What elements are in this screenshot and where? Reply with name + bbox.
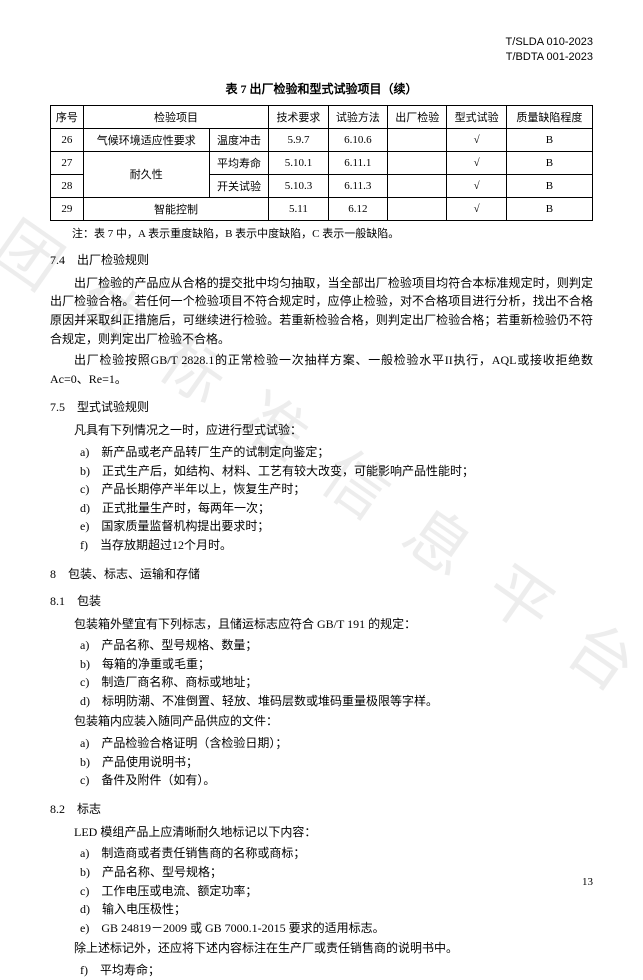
page-number: 13 (582, 876, 593, 888)
list-7-5: a) 新产品或老产品转厂生产的试制定向鉴定； b) 正式生产后，如结构、材料、工… (80, 443, 593, 555)
list-item: a) 新产品或老产品转厂生产的试制定向鉴定； (80, 443, 593, 462)
p-8-1-intro2: 包装箱内应装入随同产品供应的文件： (50, 712, 593, 731)
list-8-2: a) 制造商或者责任销售商的名称或商标； b) 产品名称、型号规格； c) 工作… (80, 844, 593, 937)
table-note: 注：表 7 中，A 表示重度缺陷，B 表示中度缺陷，C 表示一般缺陷。 (50, 225, 593, 241)
list-item: b) 正式生产后，如结构、材料、工艺有较大改变，可能影响产品性能时； (80, 462, 593, 481)
th-defect: 质量缺陷程度 (506, 105, 592, 128)
table-row: 29 智能控制 5.11 6.12 √ B (51, 197, 593, 220)
list-item: c) 产品长期停产半年以上，恢复生产时； (80, 480, 593, 499)
cell: B (506, 151, 592, 174)
table-row: 26 气候环境适应性要求 温度冲击 5.9.7 6.10.6 √ B (51, 128, 593, 151)
list-item: e) 国家质量监督机构提出要求时； (80, 517, 593, 536)
cell: √ (447, 151, 506, 174)
cell: B (506, 174, 592, 197)
p-7-4-2: 出厂检验按照GB/T 2828.1的正常检验一次抽样方案、一般检验水平II执行，… (50, 351, 593, 388)
list-8-1-a: a) 产品名称、型号规格、数量； b) 每箱的净重或毛重； c) 制造厂商名称、… (80, 636, 593, 710)
sec-8: 8 包装、标志、运输和存储 (50, 565, 593, 582)
sec-8-1: 8.1 包装 (50, 592, 593, 609)
cell: 6.10.6 (328, 128, 387, 151)
cell: 5.9.7 (269, 128, 328, 151)
cell: √ (447, 197, 506, 220)
th-factory: 出厂检验 (388, 105, 447, 128)
th-type: 型式试验 (447, 105, 506, 128)
p-8-2-intro: LED 模组产品上应清晰耐久地标记以下内容： (50, 823, 593, 842)
list-item: f) 平均寿命； (80, 961, 593, 980)
cell: 6.11.3 (328, 174, 387, 197)
list-item: c) 备件及附件（如有）。 (80, 771, 593, 790)
sec-7-5: 7.5 型式试验规则 (50, 398, 593, 415)
cell: 5.10.1 (269, 151, 328, 174)
list-item: b) 产品使用说明书； (80, 753, 593, 772)
list-8-2-b: f) 平均寿命； (80, 961, 593, 980)
cell (388, 151, 447, 174)
cell: √ (447, 174, 506, 197)
list-item: a) 产品名称、型号规格、数量； (80, 636, 593, 655)
inspection-table: 序号 检验项目 技术要求 试验方法 出厂检验 型式试验 质量缺陷程度 26 气候… (50, 105, 593, 221)
p-7-5-intro: 凡具有下列情况之一时，应进行型式试验： (50, 421, 593, 440)
cell: 28 (51, 174, 84, 197)
cell: √ (447, 128, 506, 151)
cell: 6.11.1 (328, 151, 387, 174)
cell: 气候环境适应性要求 (83, 128, 209, 151)
list-item: f) 当存放期超过12个月时。 (80, 536, 593, 555)
cell: 平均寿命 (209, 151, 268, 174)
cell: 5.11 (269, 197, 328, 220)
p-8-2-extra: 除上述标记外，还应将下述内容标注在生产厂或责任销售商的说明书中。 (50, 939, 593, 958)
cell: 6.12 (328, 197, 387, 220)
th-idx: 序号 (51, 105, 84, 128)
list-item: d) 标明防潮、不准倒置、轻放、堆码层数或堆码重量极限等字样。 (80, 692, 593, 711)
p-8-1-intro1: 包装箱外壁宜有下列标志，且储运标志应符合 GB/T 191 的规定： (50, 615, 593, 634)
list-item: e) GB 24819－2009 或 GB 7000.1-2015 要求的适用标… (80, 919, 593, 938)
p-7-4-1: 出厂检验的产品应从合格的提交批中均匀抽取，当全部出厂检验项目均符合本标准规定时，… (50, 274, 593, 348)
cell (388, 174, 447, 197)
sec-8-2: 8.2 标志 (50, 800, 593, 817)
list-item: d) 正式批量生产时，每两年一次； (80, 499, 593, 518)
list-item: a) 产品检验合格证明（含检验日期）； (80, 734, 593, 753)
cell: B (506, 128, 592, 151)
list-8-1-b: a) 产品检验合格证明（含检验日期）； b) 产品使用说明书； c) 备件及附件… (80, 734, 593, 790)
cell: B (506, 197, 592, 220)
cell: 26 (51, 128, 84, 151)
list-item: b) 每箱的净重或毛重； (80, 655, 593, 674)
doc-id-line1: T/SLDA 010-2023 (50, 35, 593, 50)
list-item: b) 产品名称、型号规格； (80, 863, 593, 882)
list-item: a) 制造商或者责任销售商的名称或商标； (80, 844, 593, 863)
table-row: 27 耐久性 平均寿命 5.10.1 6.11.1 √ B (51, 151, 593, 174)
cell: 温度冲击 (209, 128, 268, 151)
cell: 29 (51, 197, 84, 220)
cell: 开关试验 (209, 174, 268, 197)
cell: 耐久性 (83, 151, 209, 197)
sec-7-4: 7.4 出厂检验规则 (50, 251, 593, 268)
cell: 智能控制 (83, 197, 269, 220)
th-tech: 技术要求 (269, 105, 328, 128)
table-caption: 表 7 出厂检验和型式试验项目（续） (50, 80, 593, 97)
list-item: c) 工作电压或电流、额定功率； (80, 882, 593, 901)
th-method: 试验方法 (328, 105, 387, 128)
cell (388, 197, 447, 220)
doc-id-line2: T/BDTA 001-2023 (50, 50, 593, 65)
cell (388, 128, 447, 151)
cell: 27 (51, 151, 84, 174)
cell: 5.10.3 (269, 174, 328, 197)
list-item: c) 制造厂商名称、商标或地址； (80, 673, 593, 692)
th-item: 检验项目 (83, 105, 269, 128)
